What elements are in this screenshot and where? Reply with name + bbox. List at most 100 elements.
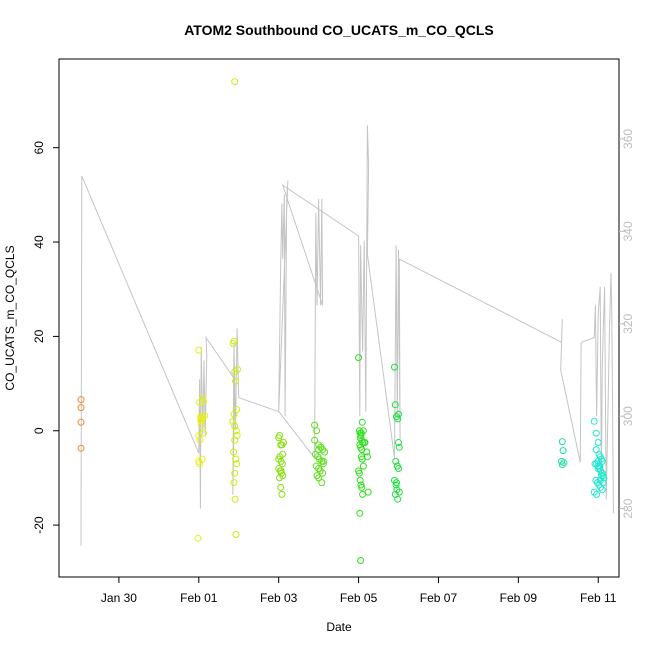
x-tick-label: Feb 11 xyxy=(580,591,617,605)
y-axis-label: CO_UCATS_m_CO_QCLS xyxy=(3,245,17,390)
data-point xyxy=(355,469,363,477)
x-axis-label: Date xyxy=(326,620,352,634)
data-point xyxy=(355,354,363,362)
data-point xyxy=(276,474,283,482)
data-point xyxy=(395,439,402,446)
data-point xyxy=(311,436,319,444)
data-point xyxy=(359,427,367,435)
x-tick-label: Feb 09 xyxy=(500,591,538,605)
data-point xyxy=(200,429,208,437)
y-tick-label: 40 xyxy=(32,235,46,249)
data-point xyxy=(199,394,207,402)
data-point xyxy=(197,415,205,422)
data-point xyxy=(321,448,329,456)
data-point xyxy=(600,474,608,482)
y-tick-label: 0 xyxy=(32,427,46,434)
y-tick-label: 60 xyxy=(32,141,46,155)
right-y-axis: 280 300 320 340 360 xyxy=(619,129,635,519)
data-point xyxy=(590,488,598,496)
x-tick-label: Feb 03 xyxy=(260,591,298,605)
data-point xyxy=(276,432,283,439)
data-point xyxy=(230,410,238,418)
data-point xyxy=(316,467,324,475)
data-point xyxy=(230,479,238,487)
left-y-axis: -20 0 20 40 60 xyxy=(32,141,59,534)
data-point xyxy=(395,410,402,418)
data-point xyxy=(598,486,606,494)
data-point xyxy=(77,396,85,404)
data-point xyxy=(359,490,367,498)
data-point xyxy=(278,490,286,498)
data-point xyxy=(394,415,402,423)
x-tick-label: Jan 30 xyxy=(101,591,137,605)
data-point xyxy=(234,365,241,373)
data-point xyxy=(395,443,403,451)
data-point xyxy=(229,417,237,425)
data-point xyxy=(315,474,323,482)
data-point xyxy=(596,476,604,484)
data-point xyxy=(356,476,364,484)
scatter-points-group xyxy=(77,78,608,564)
data-point xyxy=(231,495,239,503)
x-tick-label: Feb 07 xyxy=(420,591,458,605)
data-point xyxy=(231,469,239,477)
right-y-tick-label: 360 xyxy=(621,129,635,149)
data-point xyxy=(319,460,327,468)
data-point xyxy=(393,486,401,494)
data-point xyxy=(594,457,602,465)
data-point xyxy=(198,421,206,429)
data-point xyxy=(559,447,567,455)
data-point xyxy=(231,422,239,430)
data-point xyxy=(280,439,287,446)
data-point xyxy=(195,346,203,354)
data-point xyxy=(200,398,208,405)
data-point xyxy=(359,462,367,470)
data-point xyxy=(558,461,566,469)
data-point xyxy=(317,443,325,451)
data-point xyxy=(392,481,400,489)
data-point xyxy=(275,455,283,463)
data-point xyxy=(311,450,319,458)
data-point xyxy=(393,479,400,487)
data-point xyxy=(594,439,602,446)
data-point xyxy=(560,459,568,467)
data-point xyxy=(232,531,240,538)
data-point xyxy=(361,439,369,446)
data-point xyxy=(597,472,605,480)
data-point xyxy=(233,460,241,468)
data-point xyxy=(594,465,602,472)
data-point xyxy=(319,457,327,465)
data-point xyxy=(198,455,206,463)
data-point xyxy=(392,457,400,465)
data-point xyxy=(592,429,600,437)
data-point xyxy=(77,404,85,412)
data-point xyxy=(77,444,85,452)
right-y-tick-label: 340 xyxy=(621,221,635,241)
y-tick-label: -20 xyxy=(32,516,46,534)
data-point xyxy=(231,78,239,86)
data-point xyxy=(315,446,323,454)
track-line xyxy=(80,125,614,546)
x-axis: Jan 30 Feb 01 Feb 03 Feb 05 Feb 07 Feb 09 Feb … xyxy=(101,577,617,605)
data-point xyxy=(364,488,372,496)
data-point xyxy=(231,436,239,444)
x-tick-label: Feb 01 xyxy=(180,591,218,605)
data-point xyxy=(278,460,286,468)
data-point xyxy=(395,488,403,496)
plot-frame xyxy=(58,58,620,578)
data-point xyxy=(196,436,204,444)
data-point xyxy=(277,467,285,475)
data-point xyxy=(592,446,600,454)
data-point xyxy=(394,495,402,503)
right-axis-track-group xyxy=(80,125,614,546)
data-point xyxy=(590,417,598,425)
right-y-tick-label: 300 xyxy=(621,406,635,426)
data-point xyxy=(558,438,566,446)
y-tick-label: 20 xyxy=(32,329,46,343)
right-y-tick-label: 280 xyxy=(621,498,635,518)
data-point xyxy=(232,455,240,463)
data-point xyxy=(232,377,239,385)
data-point xyxy=(363,453,371,461)
data-point xyxy=(315,455,323,463)
